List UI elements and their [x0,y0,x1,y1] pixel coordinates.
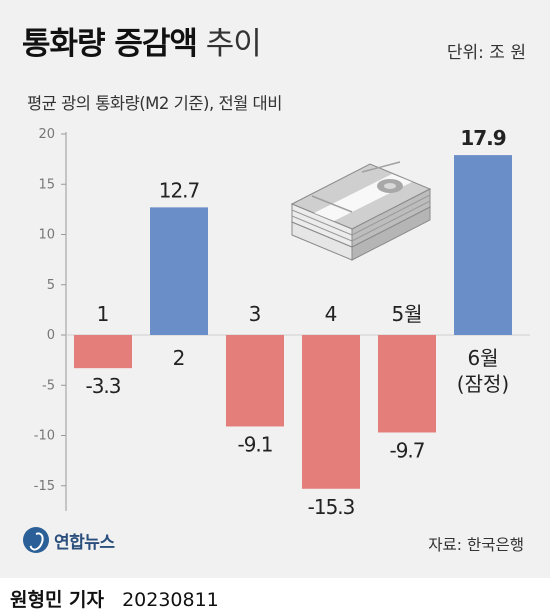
publish-date: 20230811 [122,589,219,611]
category-label: 5월 [391,302,422,326]
chart-subtitle: 평균 광의 통화량(M2 기준), 전월 대비 [27,94,282,113]
reporter-name: 원형민 기자 [10,589,105,611]
category-label: 1 [97,302,110,326]
data-label: 17.9 [460,126,505,150]
chart-title: 통화량 증감액 추이 [22,18,262,63]
y-tick-label: 15 [38,177,55,192]
y-axis: 20 15 10 5 0 -5 -10 -15 [34,127,530,511]
byline: 원형민 기자 20230811 [10,585,219,612]
yonhap-logo-icon [23,527,49,553]
data-label: -9.1 [237,432,272,456]
category-label: 3 [249,302,262,326]
data-label: -15.3 [308,495,355,519]
bar [74,335,132,369]
data-label: -9.7 [389,438,424,462]
data-label: -3.3 [85,374,120,398]
bar [302,335,360,489]
y-tick-label: -10 [34,429,55,444]
category-label: (잠정) [457,372,509,396]
labels: -3.3 1 12.7 2 -9.1 3 -15.3 4 -9.7 5월 17.9 6월(잠정) [85,126,509,519]
bar-chart: 20 15 10 5 0 -5 -10 -15 -3.3 1 12.7 2 -9.1 3 -15.3 4 -9… [34,126,530,519]
y-tick-label: 0 [47,328,55,343]
y-tick-label: -15 [34,479,55,494]
category-label: 6월 [467,346,498,370]
y-tick-label: 5 [47,278,55,293]
data-label: 12.7 [159,178,200,202]
y-tick-label: 20 [38,127,55,142]
y-tick-label: -5 [42,378,55,393]
source-label: 자료: 한국은행 [428,536,524,554]
logo-text: 연합뉴스 [54,532,115,553]
category-label: 2 [173,346,186,370]
y-tick-label: 10 [38,228,55,243]
unit-label: 단위: 조 원 [446,43,526,63]
bar [150,207,208,335]
bar [226,335,284,427]
yonhap-logo: 연합뉴스 [23,527,115,553]
bars [74,155,512,489]
money-stack-icon [290,161,432,261]
category-label: 4 [325,302,338,326]
title-bold: 통화량 증감액 [22,26,198,62]
title-light: 추이 [205,26,262,62]
bar [454,155,512,335]
bar [378,335,436,433]
